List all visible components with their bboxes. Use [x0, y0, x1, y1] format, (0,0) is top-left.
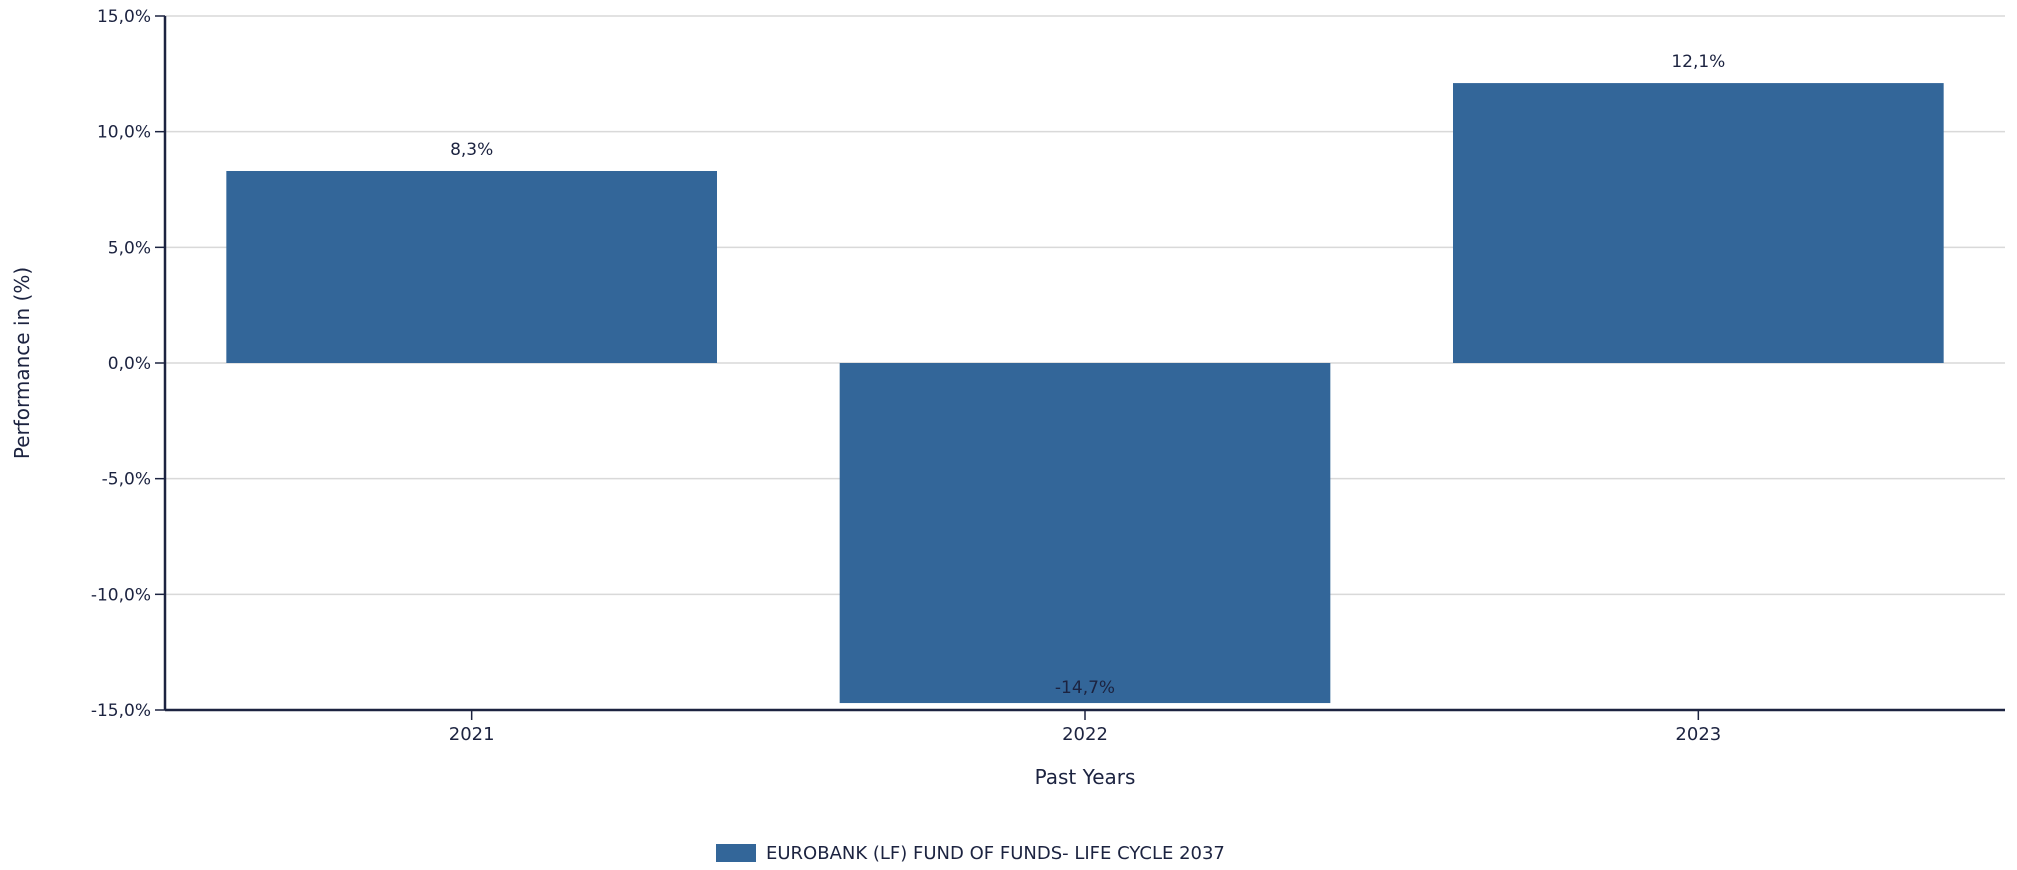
- y-tick-label: 5,0%: [108, 238, 151, 258]
- legend-label: EUROBANK (LF) FUND OF FUNDS- LIFE CYCLE …: [766, 843, 1225, 864]
- legend: EUROBANK (LF) FUND OF FUNDS- LIFE CYCLE …: [716, 843, 1225, 864]
- y-tick-label: -10,0%: [91, 585, 151, 605]
- bar-2021: [226, 170, 718, 363]
- x-tick-label: 2022: [1062, 724, 1108, 745]
- y-tick-label: -15,0%: [91, 701, 151, 721]
- data-label-2022: -14,7%: [1055, 678, 1115, 698]
- y-tick-label: 15,0%: [97, 7, 151, 27]
- y-ticks: 15,0% 10,0% 5,0% 0,0% -5,0% -10,0% -15,0%: [91, 7, 165, 721]
- data-label-2023: 12,1%: [1671, 52, 1725, 72]
- bar-2022: [839, 363, 1331, 704]
- x-tick-label: 2021: [449, 724, 495, 745]
- data-label-2021: 8,3%: [450, 140, 493, 160]
- legend-swatch: [716, 844, 756, 862]
- y-tick-label: 10,0%: [97, 123, 151, 143]
- x-axis-title: Past Years: [1035, 765, 1136, 789]
- data-labels: 8,3% -14,7% 12,1%: [450, 52, 1725, 698]
- y-axis-title: Performance in (%): [10, 267, 34, 459]
- y-tick-label: 0,0%: [108, 354, 151, 374]
- x-ticks: 2021 2022 2023: [449, 710, 1721, 745]
- bar-2023: [1453, 83, 1944, 363]
- x-tick-label: 2023: [1675, 724, 1721, 745]
- bars: [226, 83, 1944, 704]
- y-tick-label: -5,0%: [102, 470, 151, 490]
